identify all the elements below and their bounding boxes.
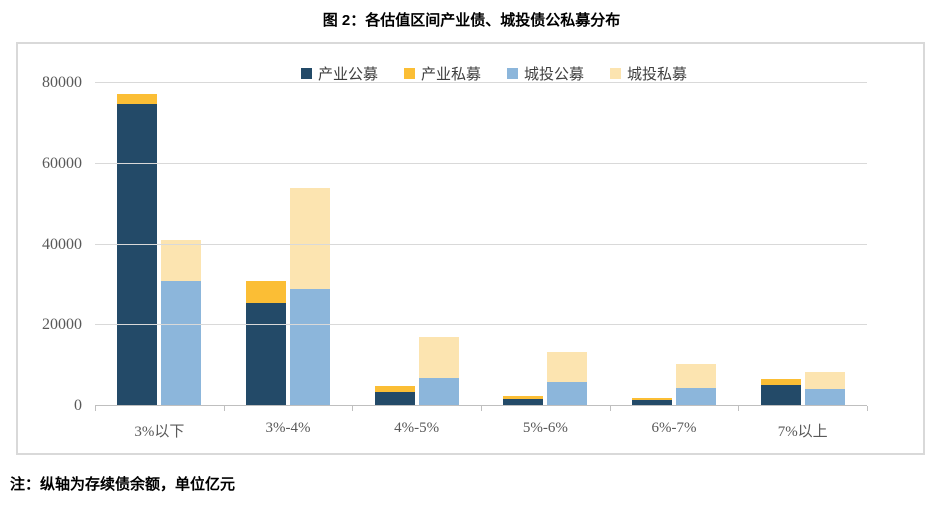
plot-area: 0 20000 40000 60000 80000 bbox=[42, 74, 868, 414]
x-tick-label: 4%-5% bbox=[394, 420, 440, 436]
y-tick-label: 20000 bbox=[42, 316, 82, 334]
bar-segment-城投私募 bbox=[804, 371, 845, 389]
bar-segment-产业私募 bbox=[374, 385, 415, 392]
bar-segment-城投公募 bbox=[804, 388, 845, 406]
x-axis-tick bbox=[481, 406, 482, 411]
y-tick-label: 0 bbox=[74, 397, 82, 414]
bar-segment-城投公募 bbox=[418, 377, 459, 406]
bar-segment-城投公募 bbox=[547, 382, 588, 406]
bar-segment-城投公募 bbox=[676, 387, 717, 406]
bar-segment-产业公募 bbox=[632, 400, 673, 406]
bar-segment-城投私募 bbox=[676, 363, 717, 388]
chart-title: 图 2：各估值区间产业债、城投债公私募分布 bbox=[322, 12, 621, 29]
bar-stack-城投 bbox=[290, 83, 330, 406]
bar-stack-城投 bbox=[804, 83, 845, 406]
bar-group-1 bbox=[95, 83, 224, 406]
x-tick-label: 7%以上 bbox=[777, 424, 828, 440]
legend: 产业公募 产业私募 城投公募 城投私募 bbox=[108, 63, 880, 84]
legend-item: 城投私募 bbox=[610, 63, 687, 84]
bar-groups bbox=[95, 83, 867, 406]
bar-segment-产业公募 bbox=[246, 303, 286, 406]
legend-item: 城投公募 bbox=[507, 63, 584, 84]
x-axis-line bbox=[95, 405, 867, 406]
x-axis-tick bbox=[609, 406, 611, 411]
bar-stack-产业 bbox=[632, 83, 673, 406]
x-axis-tick bbox=[352, 406, 354, 411]
bar-group-4 bbox=[481, 83, 610, 406]
bar-segment-产业公募 bbox=[374, 391, 415, 406]
y-tick-label: 40000 bbox=[42, 235, 82, 253]
bar-stack-产业 bbox=[760, 83, 801, 406]
x-axis-tick bbox=[867, 406, 868, 411]
x-axis-labels: 3%以下 3%-4% 4%-5% 5%-6% 6%-7% 7%以上 bbox=[95, 420, 867, 441]
y-tick-label: 60000 bbox=[42, 154, 82, 172]
x-axis-tick bbox=[223, 406, 225, 411]
bar-segment-城投私募 bbox=[161, 240, 202, 281]
bar-segment-城投私募 bbox=[290, 188, 330, 289]
legend-label: 城投公募 bbox=[524, 67, 585, 83]
bar-group-6 bbox=[738, 83, 867, 406]
bar-segment-产业公募 bbox=[503, 398, 544, 406]
bar-stack-城投 bbox=[547, 83, 588, 406]
x-tick-label: 3%-4% bbox=[265, 420, 311, 436]
bar-stack-产业 bbox=[246, 83, 286, 406]
bar-segment-产业公募 bbox=[760, 385, 801, 406]
y-tick-label: 80000 bbox=[42, 74, 82, 91]
legend-label: 产业私募 bbox=[420, 67, 481, 83]
bar-stack-城投 bbox=[161, 83, 202, 406]
bar-segment-城投公募 bbox=[161, 280, 202, 406]
bar-segment-产业私募 bbox=[760, 378, 801, 386]
legend-swatch-icon bbox=[507, 68, 518, 79]
bar-segment-产业私募 bbox=[246, 280, 286, 304]
legend-swatch-icon bbox=[403, 68, 415, 79]
bar-stack-产业 bbox=[503, 83, 544, 406]
bar-group-2 bbox=[224, 83, 353, 406]
legend-label: 城投私募 bbox=[627, 67, 688, 83]
gridline bbox=[95, 243, 867, 245]
x-tick-label: 5%-6% bbox=[522, 420, 568, 436]
chart-panel: 产业公募 产业私募 城投公募 城投私募 0 20000 40000 60000 80000 3… bbox=[16, 42, 925, 455]
chart-note: 注：纵轴为存续债余额，单位亿元 bbox=[10, 476, 236, 493]
x-tick-label: 3%以下 bbox=[134, 424, 185, 440]
legend-item: 产业公募 bbox=[300, 63, 378, 84]
bar-segment-产业私募 bbox=[632, 398, 673, 401]
x-axis-tick bbox=[738, 406, 740, 411]
bar-segment-城投公募 bbox=[290, 288, 330, 406]
bar-stack-产业 bbox=[374, 83, 415, 406]
bar-segment-产业公募 bbox=[117, 104, 158, 406]
bar-group-3 bbox=[352, 83, 481, 406]
bar-segment-产业私募 bbox=[503, 395, 544, 399]
bar-group-5 bbox=[610, 83, 739, 406]
gridline bbox=[95, 162, 867, 164]
legend-item: 产业私募 bbox=[403, 63, 481, 84]
bar-segment-城投私募 bbox=[547, 351, 588, 383]
x-tick-label: 6%-7% bbox=[651, 420, 697, 436]
x-axis-tick bbox=[95, 406, 96, 411]
bar-segment-产业私募 bbox=[117, 93, 158, 105]
gridline bbox=[95, 82, 867, 83]
legend-swatch-icon bbox=[300, 68, 312, 79]
gridline bbox=[95, 324, 867, 326]
bar-stack-城投 bbox=[676, 83, 717, 406]
bar-segment-城投私募 bbox=[418, 336, 459, 378]
bar-stack-城投 bbox=[418, 83, 459, 406]
bar-stack-产业 bbox=[117, 83, 158, 406]
legend-label: 产业公募 bbox=[317, 67, 378, 83]
legend-swatch-icon bbox=[610, 68, 622, 79]
